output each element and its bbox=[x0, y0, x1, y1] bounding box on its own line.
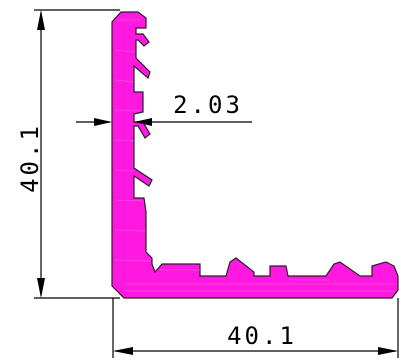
profile-texture bbox=[114, 19, 395, 292]
width-arrow-left bbox=[113, 347, 133, 355]
height-arrow-bottom bbox=[37, 278, 45, 298]
height-dimension-label: 40.1 bbox=[16, 123, 44, 193]
width-dimension: 40.1 bbox=[112, 298, 399, 358]
thickness-dimension-label: 2.03 bbox=[173, 91, 243, 119]
thickness-arrow-right bbox=[134, 118, 152, 126]
width-arrow-right bbox=[378, 347, 398, 355]
aluminium-profile-shape bbox=[111, 11, 399, 299]
width-dimension-label: 40.1 bbox=[227, 322, 297, 350]
thickness-dimension: 2.03 bbox=[76, 91, 252, 126]
height-arrow-top bbox=[37, 10, 45, 30]
height-dimension: 40.1 bbox=[16, 9, 120, 299]
thickness-arrow-left bbox=[94, 118, 112, 126]
